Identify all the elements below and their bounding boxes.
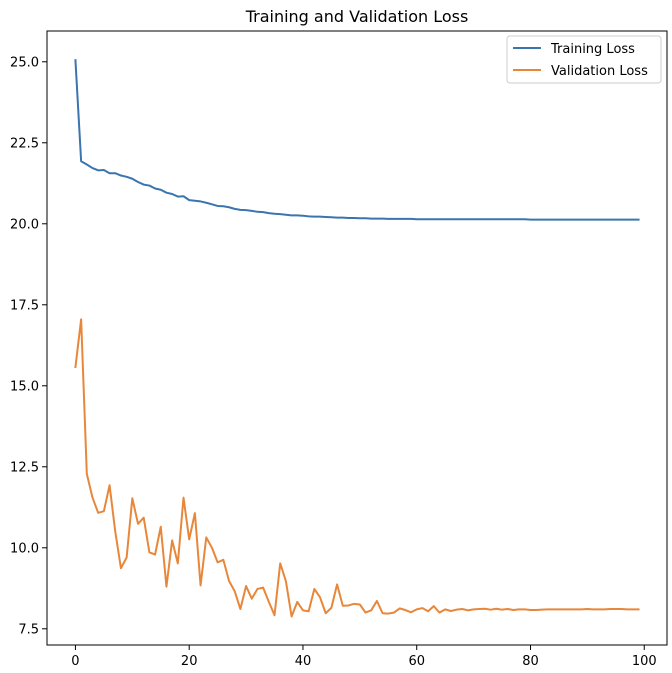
- legend-label-validation-loss: Validation Loss: [551, 64, 648, 79]
- y-tick-label: 20.0: [10, 217, 39, 232]
- y-tick-label: 22.5: [10, 136, 39, 151]
- axes-layer: [46, 30, 668, 646]
- x-tick-label: 0: [71, 654, 79, 669]
- series-line-training-loss: [74, 59, 640, 221]
- legend: Training Loss Validation Loss: [506, 35, 662, 84]
- y-tick-label: 12.5: [10, 460, 39, 475]
- x-axis: 0 20 40 60 80 100: [71, 645, 657, 669]
- x-tick-label: 20: [181, 654, 198, 669]
- y-tick-label: 15.0: [10, 379, 39, 394]
- series-line-validation-loss: [74, 318, 640, 618]
- legend-box: [506, 35, 662, 84]
- plot-area: [47, 31, 667, 645]
- axes-frame: [46, 30, 668, 646]
- legend-label-training-loss: Training Loss: [550, 42, 635, 57]
- x-tick-label: 80: [522, 654, 539, 669]
- y-tick-label: 25.0: [10, 55, 39, 70]
- chart-title: Training and Validation Loss: [245, 7, 469, 26]
- x-tick-label: 60: [408, 654, 425, 669]
- y-tick-label: 7.5: [18, 622, 39, 637]
- series-layer: [74, 59, 640, 618]
- y-tick-label: 17.5: [10, 298, 39, 313]
- x-tick-label: 40: [295, 654, 312, 669]
- x-tick-label: 100: [632, 654, 657, 669]
- y-tick-label: 10.0: [10, 541, 39, 556]
- y-axis: 7.5 10.0 12.5 15.0 17.5 20.0 22.5 25.0: [10, 55, 47, 637]
